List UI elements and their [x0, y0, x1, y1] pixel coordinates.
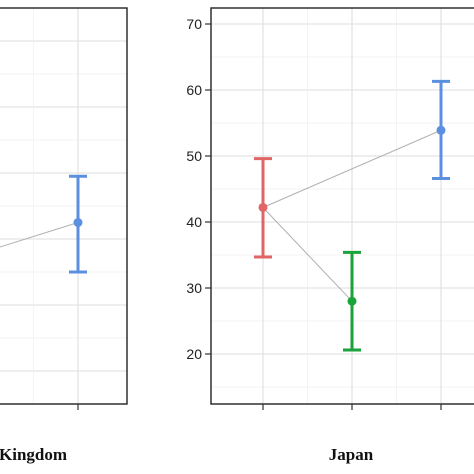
connector-line	[262, 129, 442, 208]
panel-title-japan: Japan	[329, 445, 374, 464]
y-tick-label: 70	[186, 16, 202, 32]
y-tick-label: 30	[186, 280, 202, 296]
y-tick-label: 60	[186, 82, 202, 98]
data-point	[258, 202, 268, 212]
y-tick-label: 50	[186, 148, 202, 164]
panel-border	[210, 7, 474, 405]
panel-border	[0, 7, 128, 405]
panel-japan: 20 30 40 50 60 70	[186, 7, 474, 410]
y-tick-label: 20	[186, 346, 202, 362]
connector-line	[262, 207, 353, 302]
y-tick-label: 40	[186, 214, 202, 230]
panel-kingdom	[0, 7, 128, 410]
data-point	[73, 218, 83, 227]
connector-line	[0, 222, 79, 248]
plot-background	[211, 8, 474, 404]
panel-title-kingdom: Kingdom	[0, 445, 67, 464]
data-point	[347, 296, 357, 306]
data-point	[436, 125, 446, 135]
